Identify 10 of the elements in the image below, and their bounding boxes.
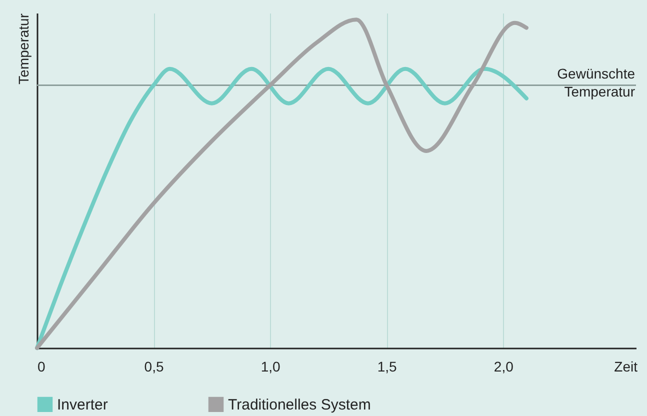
x-tick-label: 0,5 [144,358,164,374]
legend-label: Traditionelles System [228,396,371,414]
x-axis-title: Zeit [614,358,638,374]
x-tick-label: 2,0 [494,358,514,374]
x-tick-label: 1,0 [260,358,281,374]
x-tick-label: 0 [38,358,46,374]
legend-label: Inverter [57,396,108,414]
ref-line-label: Gewünschte Temperatur [557,65,636,100]
y-axis-title: Temperatur [16,13,32,84]
x-tick-label: 1,5 [377,358,398,374]
